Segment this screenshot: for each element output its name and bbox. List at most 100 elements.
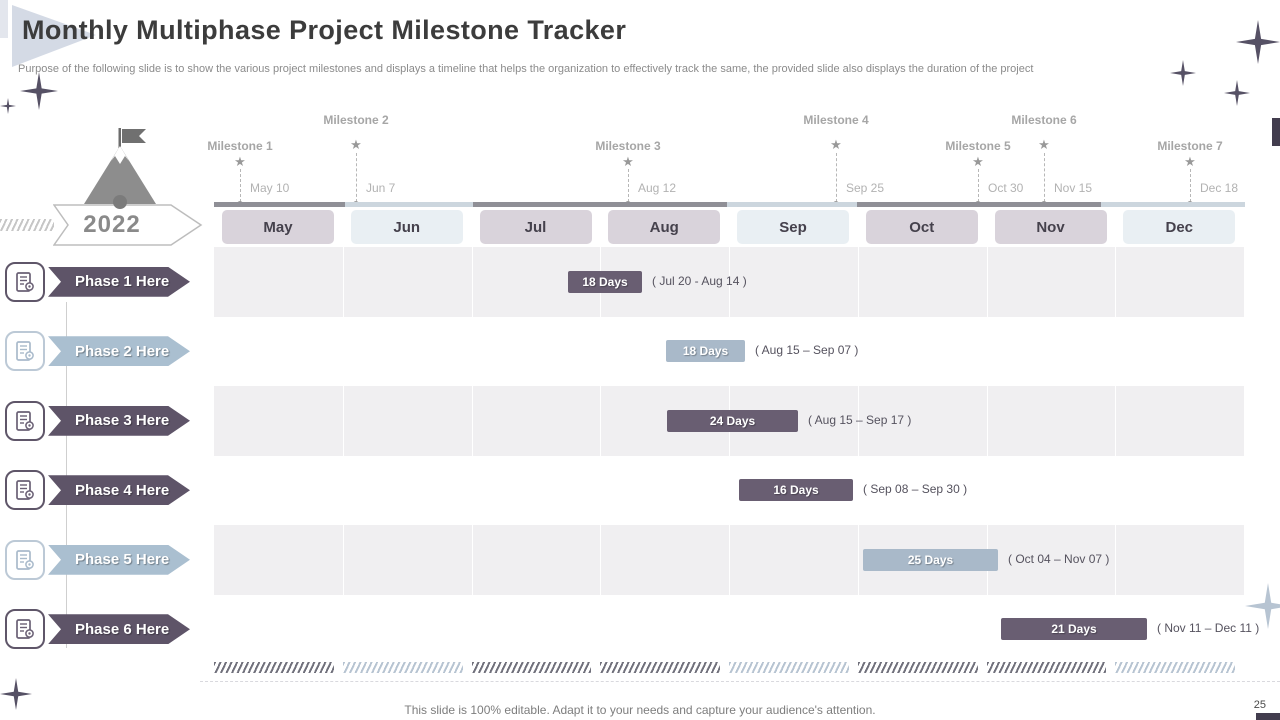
duration-range-5: ( Oct 04 – Nov 07 ) (1008, 551, 1110, 566)
milestone-label-6: Milestone 6 (1011, 113, 1077, 127)
column-separator (600, 247, 602, 664)
page-subtitle: Purpose of the following slide is to sho… (18, 63, 1034, 75)
milestone-date-2: Jun 7 (366, 181, 396, 195)
duration-bar-6: 21 Days (1001, 618, 1147, 641)
timeline-segment (727, 202, 857, 207)
phase-label-4: Phase 4 Here (75, 481, 170, 499)
milestone-dashed-line (836, 153, 837, 202)
duration-bar-1: 18 Days (568, 270, 642, 293)
sparkle-icon (1170, 60, 1196, 86)
phase-arrow-4: Phase 4 Here (48, 475, 190, 505)
month-header-dec: Dec (1123, 210, 1236, 244)
milestone-date-7: Dec 18 (1200, 181, 1239, 195)
document-badge-icon (5, 470, 45, 511)
month-hatch-7 (986, 662, 1107, 673)
phase-label-1: Phase 1 Here (75, 273, 170, 291)
milestone-date-5: Oct 30 (988, 181, 1024, 195)
footer-note: This slide is 100% editable. Adapt it to… (404, 703, 876, 717)
month-header-jul: Jul (479, 210, 592, 244)
phase-arrow-1: Phase 1 Here (48, 267, 190, 297)
month-header-sep: Sep (737, 210, 849, 244)
column-separator (857, 247, 859, 664)
milestone-label-4: Milestone 4 (803, 113, 869, 127)
calculator-icon (5, 539, 45, 580)
kanban-board-icon (5, 261, 45, 302)
month-hatch-3 (471, 662, 592, 673)
column-separator (729, 247, 730, 664)
duration-bar-2: 18 Days (666, 340, 745, 363)
milestone-date-6: Nov 15 (1054, 181, 1093, 195)
month-hatch-2 (342, 662, 463, 673)
month-header-jun: Jun (350, 210, 463, 244)
page-number: 25 (1253, 699, 1266, 711)
milestone-star-icon: ★ (830, 137, 842, 152)
milestone-dashed-line (978, 169, 979, 202)
milestone-star-icon: ★ (1038, 137, 1050, 152)
year-banner-shape (53, 204, 203, 246)
month-header-nov: Nov (994, 210, 1107, 244)
month-header-may: May (222, 210, 334, 244)
milestone-label-1: Milestone 1 (207, 139, 273, 153)
duration-range-2: ( Aug 15 – Sep 07 ) (755, 343, 859, 358)
milestone-dashed-line (628, 169, 629, 202)
milestone-star-icon: ★ (1184, 154, 1196, 169)
timeline-segment (345, 202, 473, 207)
decor-triangle (12, 5, 96, 67)
timeline-segment (1101, 202, 1245, 207)
milestone-dashed-line (1190, 169, 1191, 202)
month-hatch-5 (729, 662, 849, 673)
phase-label-3: Phase 3 Here (75, 412, 170, 430)
phase-arrow-5: Phase 5 Here (48, 545, 190, 575)
month-hatch-8 (1115, 662, 1235, 673)
phase-arrow-2: Phase 2 Here (48, 336, 190, 366)
decor-bottom-right-bar (1256, 713, 1280, 720)
mountain-flag-icon (84, 128, 156, 209)
sparkle-icon (1236, 20, 1280, 64)
phase-arrow-3: Phase 3 Here (48, 406, 190, 436)
document-gear-icon (5, 331, 45, 372)
grid-document-icon (5, 609, 45, 650)
decor-left-strip (0, 0, 8, 38)
duration-range-6: ( Nov 11 – Dec 11 ) (1157, 621, 1260, 636)
milestone-dashed-line (240, 169, 241, 202)
sparkle-icon (0, 98, 16, 114)
milestone-label-2: Milestone 2 (323, 113, 389, 127)
duration-range-1: ( Jul 20 - Aug 14 ) (652, 273, 747, 288)
duration-bar-3: 24 Days (667, 409, 798, 432)
month-header-aug: Aug (608, 210, 721, 244)
phase-connector-line (66, 302, 67, 648)
milestone-star-icon: ★ (234, 154, 246, 169)
milestone-date-4: Sep 25 (846, 181, 885, 195)
milestone-label-5: Milestone 5 (945, 139, 1011, 153)
bottom-dashed-rule (200, 681, 1280, 682)
milestone-star-icon: ★ (350, 137, 362, 152)
column-separator (471, 247, 473, 664)
milestone-dashed-line (1044, 153, 1045, 202)
sparkle-icon (1224, 80, 1250, 106)
milestone-star-icon: ★ (622, 154, 634, 169)
duration-bar-4: 16 Days (739, 479, 853, 502)
decor-year-hatch-line (0, 219, 54, 231)
timeline-segment (857, 202, 1101, 207)
milestone-dashed-line (356, 153, 357, 202)
sparkle-icon (0, 678, 32, 710)
decor-right-edge-bar (1272, 118, 1280, 146)
milestone-label-7: Milestone 7 (1157, 139, 1223, 153)
column-separator (1115, 247, 1117, 664)
milestone-star-icon: ★ (972, 154, 984, 169)
milestone-label-3: Milestone 3 (595, 139, 661, 153)
milestone-date-3: Aug 12 (638, 181, 677, 195)
timeline-segment (214, 202, 345, 207)
phase-label-5: Phase 5 Here (75, 551, 170, 569)
month-hatch-6 (857, 662, 978, 673)
sparkle-icon (20, 72, 58, 110)
phase-arrow-6: Phase 6 Here (48, 614, 190, 644)
column-separator (986, 247, 988, 664)
timeline-segment (473, 202, 727, 207)
month-header-oct: Oct (865, 210, 978, 244)
column-separator (342, 247, 344, 664)
duration-range-3: ( Aug 15 – Sep 17 ) (808, 412, 912, 427)
duration-bar-5: 25 Days (863, 548, 998, 571)
year-label: 2022 (83, 211, 141, 238)
